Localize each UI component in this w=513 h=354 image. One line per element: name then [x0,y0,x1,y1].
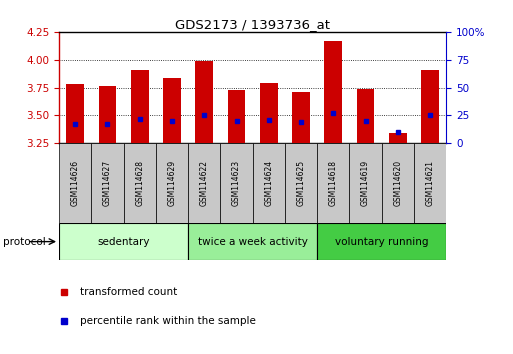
Text: GSM114624: GSM114624 [264,160,273,206]
Text: GSM114629: GSM114629 [167,160,176,206]
Text: GSM114627: GSM114627 [103,160,112,206]
Bar [285,143,317,223]
Text: protocol: protocol [3,236,45,247]
Bar [156,143,188,223]
Bar [349,143,382,223]
Text: GSM114620: GSM114620 [393,160,402,206]
Bar [324,41,342,143]
Bar [221,143,252,223]
Text: voluntary running: voluntary running [335,236,428,247]
Bar [91,143,124,223]
Text: GSM114626: GSM114626 [71,160,80,206]
Bar [98,86,116,143]
Bar [59,143,91,223]
Title: GDS2173 / 1393736_at: GDS2173 / 1393736_at [175,18,330,31]
Bar [59,223,188,260]
Bar [357,89,374,143]
Bar [317,143,349,223]
Bar [389,133,407,143]
Bar [163,78,181,143]
Bar [195,61,213,143]
Bar [188,223,317,260]
Bar [131,70,149,143]
Text: twice a week activity: twice a week activity [198,236,308,247]
Bar [66,84,84,143]
Bar [124,143,156,223]
Text: GSM114622: GSM114622 [200,160,209,206]
Bar [414,143,446,223]
Text: GSM114628: GSM114628 [135,160,144,206]
Bar [317,223,446,260]
Text: transformed count: transformed count [80,287,177,297]
Bar [252,143,285,223]
Bar [228,90,245,143]
Bar [382,143,414,223]
Text: percentile rank within the sample: percentile rank within the sample [80,316,256,326]
Text: GSM114623: GSM114623 [232,160,241,206]
Bar [421,70,439,143]
Bar [260,83,278,143]
Text: GSM114618: GSM114618 [329,160,338,206]
Bar [292,92,310,143]
Text: GSM114621: GSM114621 [426,160,435,206]
Text: GSM114625: GSM114625 [297,160,306,206]
Text: sedentary: sedentary [97,236,150,247]
Text: GSM114619: GSM114619 [361,160,370,206]
Bar [188,143,221,223]
